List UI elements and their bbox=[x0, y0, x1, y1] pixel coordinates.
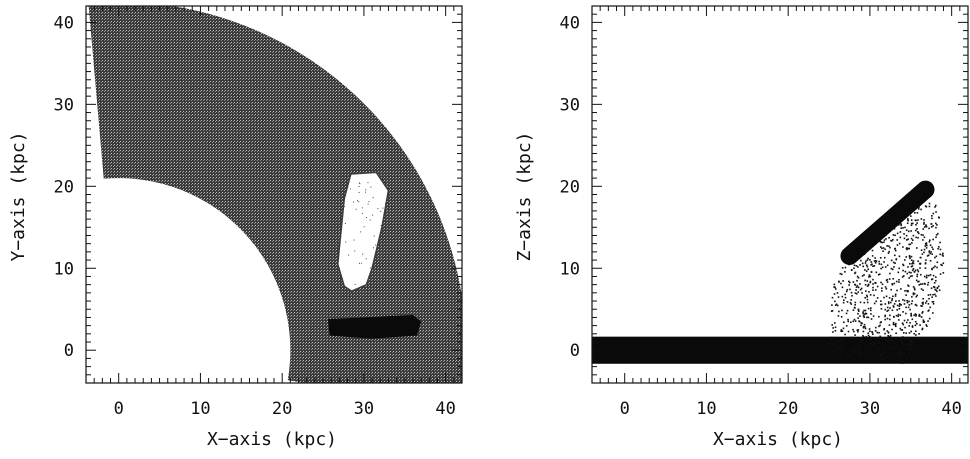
dense-clump bbox=[327, 314, 422, 339]
y-tick-label: 10 bbox=[560, 259, 580, 279]
panel-xz: 0 10 20 30 40 0 10 20 30 40 X−axis (kpc) Z−axis (… bbox=[514, 5, 969, 450]
y-tick-label: 20 bbox=[54, 177, 74, 197]
x-tick-label: 10 bbox=[696, 399, 716, 419]
y-tick-label: 0 bbox=[64, 341, 74, 361]
x-axis-title-xy: X−axis (kpc) bbox=[207, 429, 337, 450]
x-tick-label: 10 bbox=[190, 399, 210, 419]
plot-area-xy bbox=[85, 5, 463, 384]
y-tick-label: 0 bbox=[570, 341, 580, 361]
y-tick-label: 30 bbox=[54, 95, 74, 115]
cavity-stray-particles bbox=[343, 182, 386, 285]
x-tick-label: 20 bbox=[778, 399, 798, 419]
x-tick-label: 30 bbox=[354, 399, 374, 419]
dense-particle-stream bbox=[840, 180, 935, 265]
y-tick-label: 20 bbox=[560, 177, 580, 197]
y-tick-label: 30 bbox=[560, 95, 580, 115]
plot-area-xz bbox=[591, 5, 969, 384]
disk-particles bbox=[592, 336, 968, 364]
cavity-region bbox=[336, 171, 390, 293]
x-tick-label: 0 bbox=[114, 399, 124, 419]
y-tick-label: 40 bbox=[54, 13, 74, 33]
x-tick-label: 30 bbox=[860, 399, 880, 419]
particle-annulus bbox=[88, 6, 462, 383]
x-tick-label: 20 bbox=[272, 399, 292, 419]
y-axis-title-xz: Z−axis (kpc) bbox=[514, 131, 535, 261]
x-axis-title-xz: X−axis (kpc) bbox=[713, 429, 843, 450]
ticks-xy: 0 10 20 30 40 0 10 20 30 40 bbox=[54, 5, 463, 419]
y-tick-label: 10 bbox=[54, 259, 74, 279]
x-tick-label: 40 bbox=[941, 399, 961, 419]
panel-xy: 0 10 20 30 40 0 10 20 30 40 X−axis (kpc) Y−axis (… bbox=[8, 5, 463, 450]
y-axis-title-xy: Y−axis (kpc) bbox=[8, 131, 29, 261]
x-tick-label: 0 bbox=[620, 399, 630, 419]
x-tick-label: 40 bbox=[435, 399, 455, 419]
y-tick-label: 40 bbox=[560, 13, 580, 33]
ticks-xz: 0 10 20 30 40 0 10 20 30 40 bbox=[560, 5, 969, 419]
